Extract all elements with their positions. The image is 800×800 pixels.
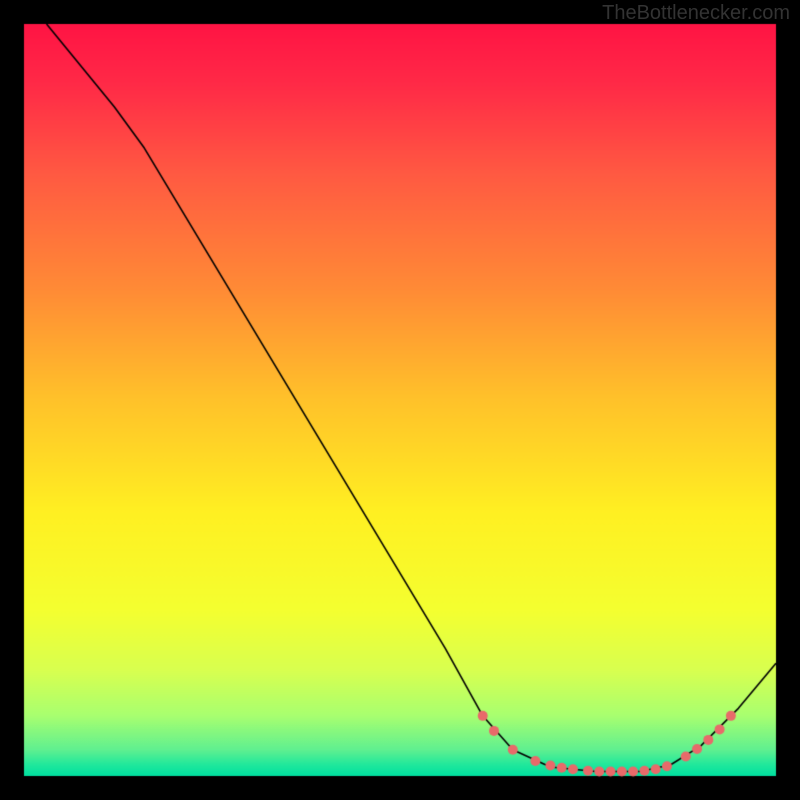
watermark-text: TheBottlenecker.com	[602, 2, 790, 25]
bottleneck-chart	[0, 0, 800, 800]
